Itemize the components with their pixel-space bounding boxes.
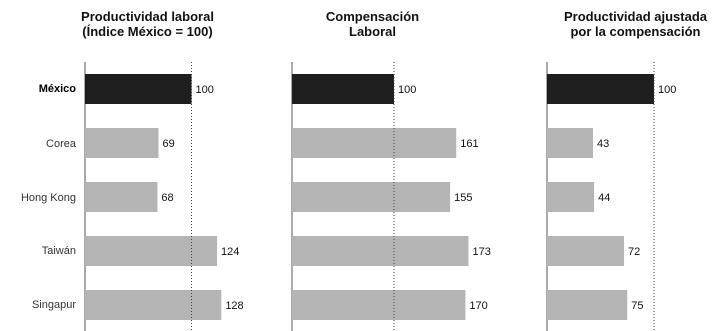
value-label-compensacion-3: 173: [472, 246, 490, 258]
bar-compensacion-4: [292, 290, 466, 320]
value-label-compensacion-4: 170: [469, 300, 487, 312]
category-label-hong-kong: Hong Kong: [20, 192, 76, 204]
panel-title-line: Productividad laboral: [81, 9, 214, 24]
bar-ajustada-3: [547, 236, 625, 266]
category-label-mexico: México: [38, 83, 76, 95]
bar-ajustada-0: [547, 74, 654, 104]
category-label-singapur: Singapur: [31, 299, 76, 311]
category-label-taiwan: Taiwán: [41, 245, 76, 257]
value-label-productividad-1: 69: [162, 138, 174, 150]
panel-title-productividad: Productividad laboral (Índice México = 1…: [60, 9, 235, 39]
bar-ajustada-4: [547, 290, 628, 320]
bar-ajustada-2: [547, 182, 595, 212]
value-label-ajustada-4: 75: [631, 300, 643, 312]
value-label-compensacion-0: 100: [398, 84, 416, 96]
bar-compensacion-1: [292, 128, 457, 158]
panel-title-line: (Índice México = 100): [82, 24, 213, 39]
bar-ajustada-1: [547, 128, 594, 158]
bar-productividad-4: [85, 290, 222, 320]
bar-productividad-2: [85, 182, 158, 212]
value-label-ajustada-1: 43: [597, 138, 609, 150]
bar-compensacion-2: [292, 182, 451, 212]
value-label-ajustada-3: 72: [628, 246, 640, 258]
panel-title-line: Productividad ajustada: [563, 9, 708, 24]
value-label-productividad-2: 68: [161, 192, 173, 204]
panel-title-line: por la compensación: [570, 24, 701, 39]
value-label-compensacion-2: 155: [454, 192, 472, 204]
bar-productividad-1: [85, 128, 159, 158]
panel-title-line: Compensación: [325, 9, 420, 24]
value-label-productividad-0: 100: [196, 84, 214, 96]
value-label-productividad-4: 128: [225, 300, 243, 312]
panel-title-line: Laboral: [349, 24, 396, 39]
panel-title-compensacion: Compensación Laboral: [300, 9, 445, 39]
value-label-ajustada-0: 100: [658, 84, 676, 96]
bar-productividad-0: [85, 74, 192, 104]
value-label-compensacion-1: 161: [460, 138, 478, 150]
value-label-productividad-3: 124: [221, 246, 239, 258]
panel-title-ajustada: Productividad ajustada por la compensaci…: [548, 9, 723, 39]
bar-compensacion-3: [292, 236, 469, 266]
category-label-corea: Corea: [46, 138, 76, 150]
bar-compensacion-0: [292, 74, 394, 104]
value-label-ajustada-2: 44: [598, 192, 610, 204]
bar-productividad-3: [85, 236, 218, 266]
